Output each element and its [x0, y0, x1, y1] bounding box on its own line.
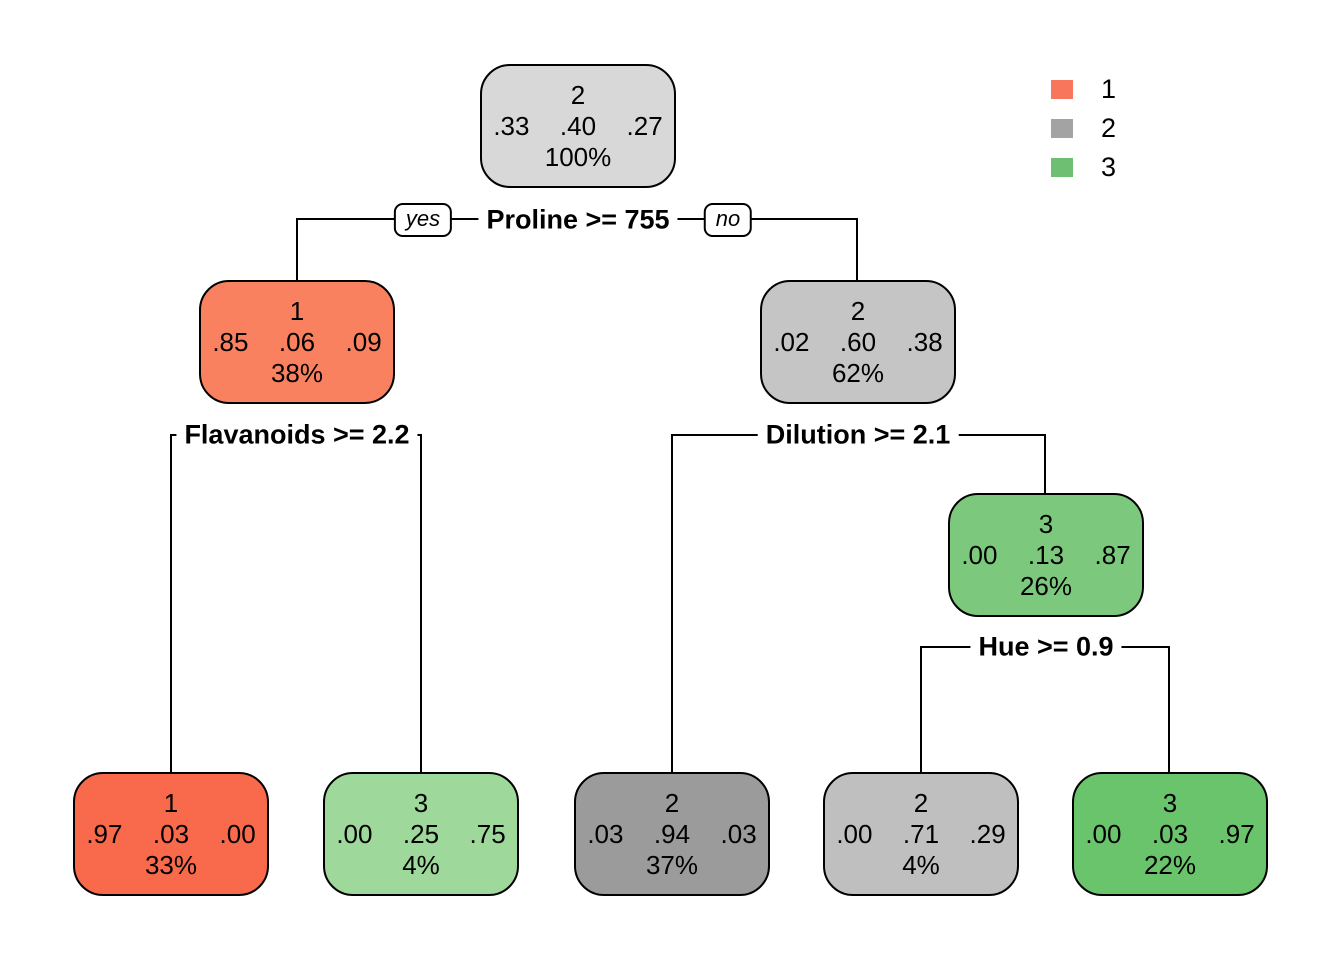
- tree-leaf-hue-no: 3 .00 .03 .97 22%: [1072, 772, 1268, 896]
- node-class-label: 2: [913, 787, 929, 818]
- node-probabilities: .85 .06 .09: [212, 326, 382, 357]
- node-class-label: 1: [289, 295, 305, 326]
- node-probabilities: .00 .03 .97: [1085, 818, 1255, 849]
- tree-leaf-flavanoids-no: 3 .00 .25 .75 4%: [323, 772, 519, 896]
- tree-node-proline-no: 2 .02 .60 .38 62%: [760, 280, 956, 404]
- branch-line-proline-left: [296, 219, 298, 281]
- node-percent: 4%: [902, 849, 940, 880]
- node-probabilities: .03 .94 .03: [587, 818, 757, 849]
- node-class-label: 1: [163, 787, 179, 818]
- legend-item-class-2: 2: [1051, 109, 1116, 148]
- node-probabilities: .02 .60 .38: [773, 326, 943, 357]
- tree-node-proline-yes: 1 .85 .06 .09 38%: [199, 280, 395, 404]
- node-probabilities: .00 .71 .29: [836, 818, 1006, 849]
- split-label-dilution: Dilution >= 2.1: [757, 417, 959, 453]
- no-badge: no: [703, 203, 753, 237]
- node-probabilities: .97 .03 .00: [86, 818, 256, 849]
- legend: 1 2 3: [1051, 70, 1116, 187]
- node-percent: 100%: [544, 141, 612, 172]
- node-percent: 37%: [645, 849, 699, 880]
- legend-item-class-3: 3: [1051, 148, 1116, 187]
- node-probabilities: .33 .40 .27: [493, 110, 663, 141]
- branch-line-hue-left: [920, 647, 922, 772]
- branch-line-dilution-left: [671, 435, 673, 772]
- node-class-label: 2: [570, 79, 586, 110]
- legend-label-class-2: 2: [1101, 113, 1117, 143]
- legend-swatch-class-1: [1051, 80, 1073, 99]
- branch-line-proline-right: [856, 219, 858, 281]
- node-percent: 4%: [402, 849, 440, 880]
- node-probabilities: .00 .13 .87: [961, 539, 1131, 570]
- legend-item-class-1: 1: [1051, 70, 1116, 109]
- node-probabilities: .00 .25 .75: [336, 818, 506, 849]
- legend-label-class-1: 1: [1101, 74, 1117, 104]
- node-class-label: 3: [1038, 508, 1054, 539]
- split-label-hue: Hue >= 0.9: [970, 629, 1122, 665]
- branch-line-dilution-right: [1044, 435, 1046, 493]
- node-class-label: 2: [664, 787, 680, 818]
- tree-leaf-flavanoids-yes: 1 .97 .03 .00 33%: [73, 772, 269, 896]
- node-class-label: 3: [413, 787, 429, 818]
- yes-badge: yes: [393, 203, 453, 237]
- split-label-flavanoids: Flavanoids >= 2.2: [176, 417, 418, 453]
- tree-leaf-hue-yes: 2 .00 .71 .29 4%: [823, 772, 1019, 896]
- tree-node-dilution-no: 3 .00 .13 .87 26%: [948, 493, 1144, 617]
- branch-line-hue-right: [1168, 647, 1170, 772]
- node-percent: 26%: [1019, 570, 1073, 601]
- branch-line-flavanoids-right: [420, 435, 422, 772]
- node-class-label: 2: [850, 295, 866, 326]
- node-percent: 22%: [1143, 849, 1197, 880]
- legend-swatch-class-2: [1051, 119, 1073, 138]
- node-class-label: 3: [1162, 787, 1178, 818]
- branch-line-flavanoids-left: [170, 435, 172, 772]
- tree-node-root: 2 .33 .40 .27 100%: [480, 64, 676, 188]
- split-label-proline: Proline >= 755: [478, 202, 678, 238]
- tree-leaf-dilution-yes: 2 .03 .94 .03 37%: [574, 772, 770, 896]
- node-percent: 62%: [831, 357, 885, 388]
- node-percent: 38%: [270, 357, 324, 388]
- node-percent: 33%: [144, 849, 198, 880]
- legend-swatch-class-3: [1051, 158, 1073, 177]
- legend-label-class-3: 3: [1101, 152, 1117, 182]
